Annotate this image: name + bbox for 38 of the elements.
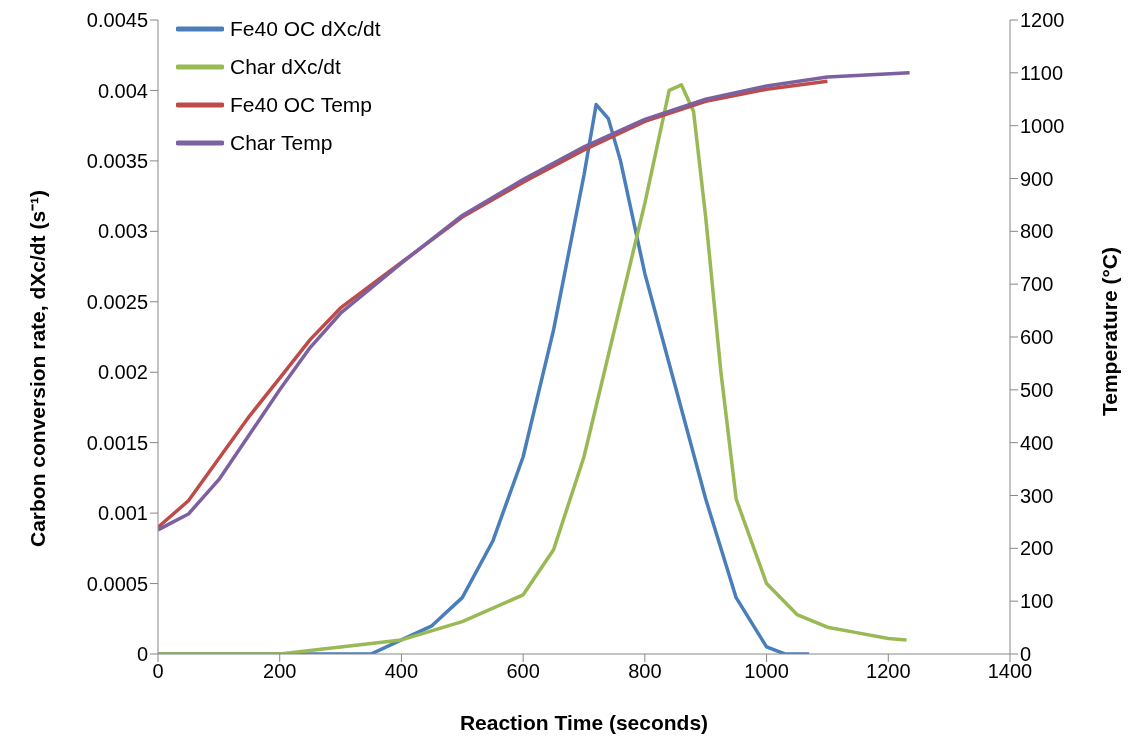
y-tick-label: 0.0035	[86, 149, 148, 172]
y-tick-label: 0.003	[97, 220, 148, 243]
y-tick-label: 0.004	[97, 79, 148, 102]
y2-tick-label: 600	[1020, 326, 1054, 349]
x-tick-label: 200	[263, 660, 297, 683]
y-tick-label: 0.0045	[86, 9, 148, 32]
x-tick-label: 1000	[744, 660, 789, 683]
y-axis-title: Carbon conversion rate, dXc/dt (s⁻¹)	[26, 189, 50, 547]
y-tick-label: 0.0005	[86, 572, 148, 595]
y2-tick-label: 500	[1020, 378, 1054, 401]
x-tick-label: 800	[628, 660, 662, 683]
x-tick-label: 1200	[866, 660, 911, 683]
legend-label: Fe40 OC dXc/dt	[230, 16, 381, 42]
y2-axis-title: Temperature (°C)	[1098, 247, 1122, 417]
y2-tick-label: 100	[1020, 590, 1054, 613]
y-tick-label: 0.0015	[86, 431, 148, 454]
y2-tick-label: 1200	[1020, 9, 1065, 32]
y2-tick-label: 400	[1020, 431, 1054, 454]
x-tick-label: 0	[152, 660, 164, 683]
y-tick-label: 0.001	[97, 502, 148, 525]
y2-tick-label: 300	[1020, 484, 1054, 507]
y2-tick-label: 800	[1020, 220, 1054, 243]
x-tick-label: 1400	[987, 660, 1033, 683]
legend-label: Char dXc/dt	[230, 54, 341, 80]
x-axis-title: Reaction Time (seconds)	[459, 711, 709, 734]
x-tick-label: 400	[384, 660, 419, 683]
line-series	[158, 83, 909, 654]
legend-label: Char Temp	[230, 130, 333, 156]
y2-tick-label: 200	[1020, 537, 1054, 560]
x-tick-label: 600	[506, 660, 540, 683]
y2-tick-label: 900	[1020, 167, 1054, 190]
y2-tick-label: 1000	[1020, 114, 1065, 137]
legend-label: Fe40 OC Temp	[230, 92, 373, 118]
y-tick-label: 0.0025	[86, 290, 148, 313]
y2-tick-label: 700	[1020, 273, 1054, 296]
y-tick-label: 0.002	[97, 361, 148, 384]
y-tick-label: 0	[136, 643, 148, 666]
y2-tick-label: 1100	[1020, 61, 1064, 84]
